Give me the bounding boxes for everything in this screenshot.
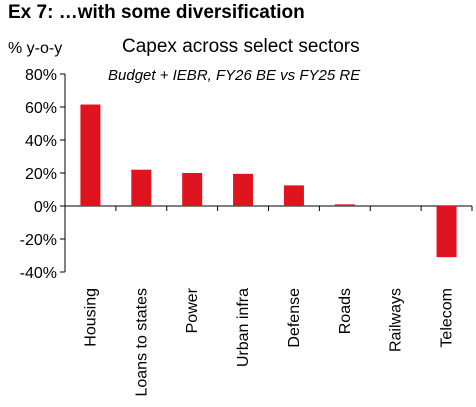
y-tick-label: -20% bbox=[20, 232, 57, 249]
x-tick-label: Telecom bbox=[439, 288, 456, 348]
y-tick-label: 0% bbox=[34, 199, 57, 216]
bar-urban-infra bbox=[233, 173, 254, 206]
bar-defense bbox=[283, 185, 304, 206]
bar-power bbox=[182, 173, 203, 206]
x-tick-label: Roads bbox=[337, 288, 354, 334]
chart-subtitle: Budget + IEBR, FY26 BE vs FY25 RE bbox=[108, 67, 361, 84]
bar-housing bbox=[80, 104, 101, 206]
y-tick-label: 40% bbox=[25, 133, 57, 150]
y-tick-label: 60% bbox=[25, 100, 57, 117]
bar-telecom bbox=[436, 206, 457, 258]
x-tick-label: Railways bbox=[388, 288, 405, 352]
y-tick-label: -40% bbox=[20, 265, 57, 282]
x-tick-label: Housing bbox=[82, 288, 99, 347]
x-tick-label: Defense bbox=[286, 288, 303, 348]
bar-roads bbox=[334, 204, 355, 206]
x-tick-label: Urban infra bbox=[235, 288, 252, 367]
bar-loans-to-states bbox=[131, 169, 152, 206]
y-tick-label: 20% bbox=[25, 166, 57, 183]
exhibit-heading: Ex 7: …with some diversification bbox=[8, 2, 305, 23]
x-tick-label: Power bbox=[184, 287, 201, 333]
chart-title: Capex across select sectors bbox=[122, 36, 360, 57]
x-tick-label: Loans to states bbox=[133, 288, 150, 397]
y-axis-unit-label: % y-o-y bbox=[8, 40, 63, 57]
y-tick-label: 80% bbox=[25, 67, 57, 84]
